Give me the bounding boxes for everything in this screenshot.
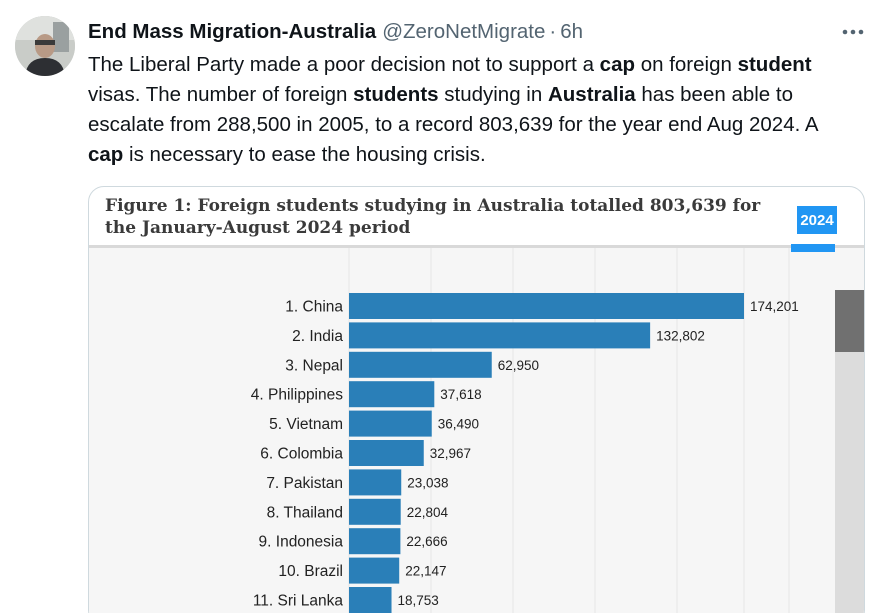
profile-photo-icon <box>15 16 75 76</box>
more-button[interactable] <box>838 20 868 44</box>
bar[interactable] <box>349 410 432 437</box>
tweet-text-run: has been able to escalate from 288,500 i… <box>88 83 818 136</box>
category-label: 10. Brazil <box>278 563 343 580</box>
value-label: 22,147 <box>405 564 446 579</box>
figure-title-line2: the January-August 2024 period <box>105 218 411 238</box>
value-label: 36,490 <box>438 417 479 432</box>
year-tab-underline <box>791 244 835 252</box>
avatar[interactable] <box>15 16 75 76</box>
value-label: 18,753 <box>398 593 439 608</box>
author-name[interactable]: End Mass Migration-Australia <box>88 20 377 43</box>
bar[interactable] <box>349 528 401 555</box>
bar[interactable] <box>349 587 392 613</box>
tweet-text-run: The Liberal Party made a poor decision n… <box>88 53 600 76</box>
tweet-time[interactable]: 6h <box>560 20 584 43</box>
category-label: 8. Thailand <box>267 504 343 521</box>
value-label: 22,666 <box>406 534 447 549</box>
scrollbar-thumb[interactable] <box>835 290 864 352</box>
title-divider <box>89 245 864 248</box>
bar[interactable] <box>349 351 492 378</box>
tweet-text: The Liberal Party made a poor decision n… <box>88 50 858 170</box>
value-label: 23,038 <box>407 475 448 490</box>
category-label: 6. Colombia <box>260 446 343 463</box>
category-label: 1. China <box>285 299 343 316</box>
separator: · <box>549 20 557 43</box>
category-label: 7. Pakistan <box>266 475 343 492</box>
category-label: 3. Nepal <box>285 357 343 374</box>
bar[interactable] <box>349 381 435 408</box>
figure-title-line1: Figure 1: Foreign students studying in A… <box>105 196 761 216</box>
bar-chart: 1. China 174,201 2. India 132,802 3. Nepal 62… <box>251 248 799 613</box>
tweet-text-keyword: cap <box>88 143 124 166</box>
media-card[interactable]: Figure 1: Foreign students studying in A… <box>88 186 865 613</box>
bar[interactable] <box>349 293 744 319</box>
year-tab[interactable]: 2024 <box>797 206 837 234</box>
tweet-text-run: on foreign <box>635 53 738 76</box>
category-label: 9. Indonesia <box>259 534 344 551</box>
more-horizontal-icon <box>842 29 864 35</box>
value-label: 174,201 <box>750 299 799 314</box>
tweet-text-run: studying in <box>438 83 548 106</box>
value-label: 32,967 <box>430 446 471 461</box>
tweet-text-keyword: students <box>353 83 439 106</box>
tweet-header: End Mass Migration-Australia @ZeroNetMig… <box>88 18 844 46</box>
tweet-text-keyword: Australia <box>547 83 636 106</box>
value-label: 132,802 <box>656 328 705 343</box>
bar[interactable] <box>349 498 401 525</box>
value-label: 62,950 <box>498 358 539 373</box>
tweet-text-run: visas. The number of foreign <box>88 83 354 106</box>
figure-title: Figure 1: Foreign students studying in A… <box>105 195 785 239</box>
category-label: 5. Vietnam <box>269 416 343 433</box>
bar[interactable] <box>349 469 402 496</box>
value-label: 37,618 <box>440 387 481 402</box>
category-label: 4. Philippines <box>251 387 343 404</box>
author-handle[interactable]: @ZeroNetMigrate <box>382 20 546 43</box>
category-label: 2. India <box>292 328 343 345</box>
tweet-text-keyword: student <box>737 53 812 76</box>
category-label: 11. Sri Lanka <box>253 593 344 610</box>
bar[interactable] <box>349 322 651 349</box>
bar[interactable] <box>349 557 400 584</box>
value-label: 22,804 <box>407 505 449 520</box>
bar[interactable] <box>349 440 424 466</box>
tweet-text-keyword: cap <box>599 53 635 76</box>
tweet-text-run: is necessary to ease the housing crisis. <box>123 143 486 166</box>
